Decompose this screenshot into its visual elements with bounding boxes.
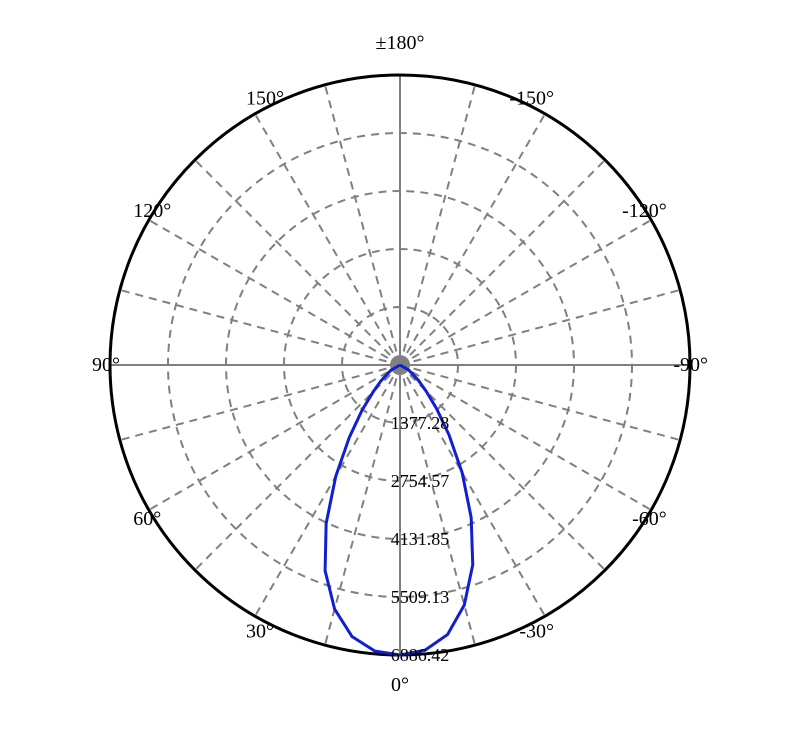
angle-label: -30°: [519, 621, 554, 643]
ring-label: 4131.85: [391, 529, 450, 549]
angle-label: -60°: [632, 508, 667, 530]
ring-label: 1377.28: [391, 413, 450, 433]
angle-label: 0°: [391, 674, 409, 696]
angle-label: -120°: [622, 200, 667, 222]
angle-label: 150°: [246, 87, 284, 109]
angle-label: 30°: [246, 621, 274, 643]
angle-label: -90°: [673, 354, 708, 376]
polar-chart: 1377.28 2754.57 4131.85 5509.13 6886.42 0° 30°…: [0, 0, 812, 731]
angle-label: 120°: [133, 200, 171, 222]
ring-label: 6886.42: [391, 645, 450, 665]
angle-label: 90°: [92, 354, 120, 376]
polar-chart-container: { "chart": { "type": "polar", "center_x"…: [0, 0, 812, 731]
angle-label: -150°: [509, 87, 554, 109]
ring-label: 5509.13: [391, 587, 450, 607]
angle-label: 60°: [133, 508, 161, 530]
ring-label: 2754.57: [391, 471, 450, 491]
angle-label: ±180°: [376, 32, 425, 54]
